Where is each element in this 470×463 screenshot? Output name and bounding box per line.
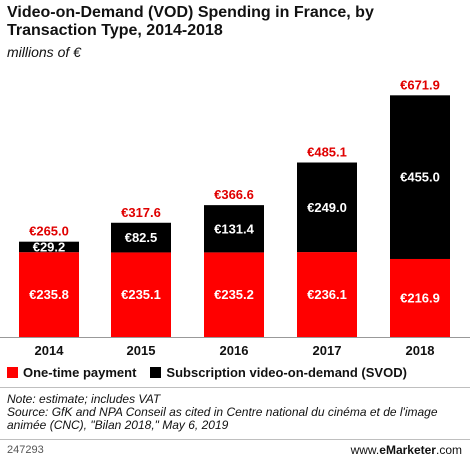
label-total-2014: €265.0 — [29, 224, 69, 239]
legend: One-time payment Subscription video-on-d… — [7, 365, 421, 380]
legend-label-one-time: One-time payment — [23, 365, 137, 380]
x-tick-2018: 2018 — [406, 343, 435, 358]
bar-one-time-2015 — [111, 252, 171, 337]
chart-title: Video-on-Demand (VOD) Spending in France… — [7, 4, 374, 39]
brand-e: e — [379, 443, 386, 457]
label-svod-2014: €29.2 — [33, 239, 66, 254]
x-tick-2014: 2014 — [35, 343, 65, 358]
label-svod-2016: €131.4 — [214, 221, 255, 236]
brand-name: Marketer — [385, 443, 436, 457]
bar-one-time-2014 — [19, 252, 79, 337]
label-total-2017: €485.1 — [307, 145, 347, 160]
bar-svod-2018 — [390, 95, 450, 259]
chart-id: 247293 — [7, 444, 44, 456]
bar-svod-2015 — [111, 222, 171, 253]
bar-svod-2017 — [297, 162, 357, 253]
label-one-time-2015: €235.1 — [121, 287, 161, 302]
legend-item-one-time: One-time payment — [7, 365, 136, 380]
label-svod-2015: €82.5 — [125, 230, 158, 245]
label-one-time-2014: €235.8 — [29, 287, 69, 302]
label-svod-2017: €249.0 — [307, 200, 347, 215]
legend-swatch-svod — [150, 367, 162, 378]
bar-one-time-2018 — [390, 258, 450, 337]
brand-prefix: www. — [350, 443, 380, 457]
legend-divider — [0, 387, 470, 388]
label-total-2015: €317.6 — [121, 205, 161, 220]
x-tick-2016: 2016 — [220, 343, 249, 358]
legend-swatch-one-time — [7, 367, 18, 378]
label-total-2016: €366.6 — [214, 187, 254, 202]
notes: Note: estimate; includes VAT Source: GfK… — [7, 393, 467, 432]
legend-item-svod: Subscription video-on-demand (SVOD) — [150, 365, 407, 380]
source-text: Source: GfK and NPA Conseil as cited in … — [7, 405, 438, 432]
bar-svod-2016 — [204, 205, 264, 253]
label-total-2018: €671.9 — [400, 77, 440, 92]
bar-svod-2014 — [19, 241, 79, 253]
label-one-time-2017: €236.1 — [307, 287, 347, 302]
chart-subtitle: millions of € — [7, 44, 81, 60]
bar-one-time-2016 — [204, 252, 264, 337]
x-tick-2017: 2017 — [313, 343, 342, 358]
label-svod-2018: €455.0 — [400, 170, 440, 185]
note-text: Note: estimate; includes VAT — [7, 392, 161, 406]
brand-logo: www.eMarketer.com — [351, 443, 462, 457]
footer-divider — [0, 439, 470, 440]
x-tick-2015: 2015 — [127, 343, 156, 358]
label-one-time-2018: €216.9 — [400, 290, 440, 305]
legend-label-svod: Subscription video-on-demand (SVOD) — [166, 365, 407, 380]
stacked-bar-chart: €235.8 €29.2€265.0 2014 €235.1 €82.5 €317.6 20… — [0, 77, 470, 358]
brand-suffix: .com — [435, 443, 462, 457]
label-one-time-2016: €235.2 — [214, 287, 254, 302]
bar-one-time-2017 — [297, 252, 357, 337]
